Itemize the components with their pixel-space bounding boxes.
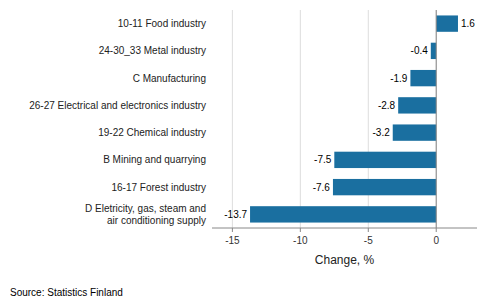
bar bbox=[250, 206, 436, 222]
zero-line bbox=[436, 10, 437, 228]
grid-line bbox=[300, 10, 301, 228]
x-axis-line bbox=[212, 228, 477, 229]
category-label-line: 10-11 Food industry bbox=[118, 18, 206, 29]
category-label: 19-22 Chemical industry bbox=[98, 127, 206, 138]
bars bbox=[250, 15, 458, 222]
category-label: 24-30_33 Metal industry bbox=[99, 45, 206, 56]
category-label-line: 26-27 Electrical and electronics industr… bbox=[29, 100, 206, 111]
chart-svg: -15 -10 -5 0 D Eletricity, gas, steam andair… bbox=[0, 0, 493, 304]
tick-label: -15 bbox=[225, 235, 240, 246]
category-label: 16-17 Forest industry bbox=[112, 182, 207, 193]
grid-line bbox=[436, 10, 437, 228]
data-label: -1.9 bbox=[390, 73, 408, 84]
data-label: -7.5 bbox=[314, 154, 332, 165]
tick-label: -10 bbox=[293, 235, 308, 246]
category-label: 10-11 Food industry bbox=[118, 18, 206, 29]
data-label: -3.2 bbox=[373, 127, 391, 138]
page: {"chart_data": {"type": "bar", "orientat… bbox=[0, 0, 493, 304]
x-ticks: -15 -10 -5 0 bbox=[225, 228, 439, 246]
category-label-line: B Mining and quarrying bbox=[103, 154, 206, 165]
category-label-line: air conditioning supply bbox=[107, 215, 206, 226]
tick-label: -5 bbox=[364, 235, 373, 246]
bar bbox=[334, 152, 436, 168]
category-label: D Eletricity, gas, steam andair conditio… bbox=[85, 203, 206, 226]
bar bbox=[398, 97, 436, 113]
x-axis-label: Change, % bbox=[315, 253, 375, 267]
category-label-line: D Eletricity, gas, steam and bbox=[85, 203, 206, 214]
category-labels: D Eletricity, gas, steam andair conditio… bbox=[29, 18, 206, 226]
data-label: 1.6 bbox=[461, 18, 475, 29]
tick-mark bbox=[368, 228, 369, 232]
category-label-line: 24-30_33 Metal industry bbox=[99, 45, 206, 56]
category-label: 26-27 Electrical and electronics industr… bbox=[29, 100, 206, 111]
bar bbox=[333, 179, 436, 195]
category-label: B Mining and quarrying bbox=[103, 154, 206, 165]
bar bbox=[393, 124, 436, 140]
data-label: -13.7 bbox=[224, 209, 247, 220]
bar bbox=[436, 15, 458, 31]
data-label: -2.8 bbox=[378, 100, 396, 111]
data-label: -0.4 bbox=[411, 45, 429, 56]
category-label-line: C Manufacturing bbox=[133, 73, 206, 84]
bar bbox=[431, 43, 436, 59]
annotation: Source: Statistics Finland bbox=[10, 287, 123, 298]
data-label: -7.6 bbox=[313, 182, 331, 193]
grid bbox=[232, 10, 436, 228]
category-label-line: 16-17 Forest industry bbox=[112, 182, 207, 193]
category-label: C Manufacturing bbox=[133, 73, 206, 84]
tick-label: 0 bbox=[433, 235, 439, 246]
chart-container: -15 -10 -5 0 D Eletricity, gas, steam andair… bbox=[0, 0, 493, 304]
data-labels: -13.7 -7.6 -7.5 -3.2 -2.8 -1.9 -0.4 1.6 bbox=[224, 18, 475, 220]
grid-line bbox=[232, 10, 233, 228]
tick-mark bbox=[436, 228, 437, 232]
category-label-line: 19-22 Chemical industry bbox=[98, 127, 206, 138]
tick-mark bbox=[232, 228, 233, 232]
tick-mark bbox=[300, 228, 301, 232]
bar bbox=[410, 70, 436, 86]
